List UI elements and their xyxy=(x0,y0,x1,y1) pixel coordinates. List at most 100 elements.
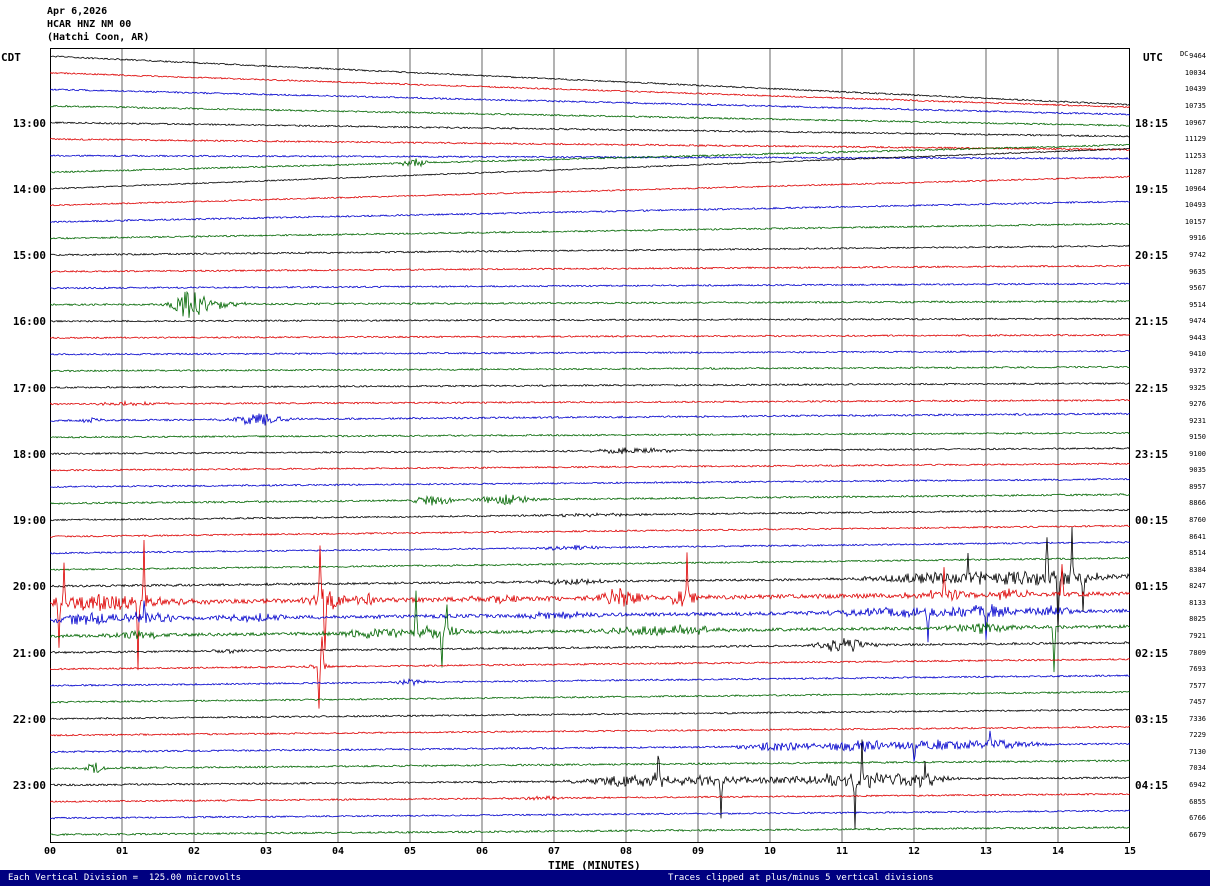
dc-value: 7577 xyxy=(1189,681,1206,690)
dc-value: 8514 xyxy=(1189,549,1206,558)
dc-value: 11129 xyxy=(1184,135,1206,144)
seismo-trace xyxy=(50,282,1130,290)
dc-value: 8957 xyxy=(1189,482,1206,491)
dc-value: 8760 xyxy=(1189,516,1206,525)
dc-value: 7034 xyxy=(1189,764,1206,773)
seismo-trace xyxy=(50,636,1130,709)
dc-value: 10157 xyxy=(1184,217,1206,226)
dc-value: 10967 xyxy=(1184,118,1206,127)
seismo-trace xyxy=(50,154,1130,160)
dc-value: 8247 xyxy=(1189,582,1206,591)
seismo-trace xyxy=(50,527,1130,633)
left-time-label: 17:00 xyxy=(12,381,46,395)
dc-value: 8133 xyxy=(1189,598,1206,607)
seismo-trace xyxy=(50,759,1130,773)
seismo-trace xyxy=(50,143,1130,174)
dc-value: 9443 xyxy=(1189,333,1206,342)
right-time-label: 23:15 xyxy=(1135,447,1169,461)
seismo-trace xyxy=(50,638,1130,655)
dc-value: 7693 xyxy=(1189,665,1206,674)
seismo-trace xyxy=(50,541,1130,555)
dc-value: 10735 xyxy=(1184,101,1206,110)
seismo-trace xyxy=(50,244,1130,257)
dc-value: 10493 xyxy=(1184,201,1206,210)
x-tick-label: 02 xyxy=(187,846,201,857)
seismo-trace xyxy=(50,398,1130,407)
seismo-trace xyxy=(50,365,1130,373)
seismo-trace xyxy=(50,349,1130,356)
seismo-trace xyxy=(50,290,1130,318)
x-tick-label: 09 xyxy=(691,846,705,857)
x-tick-label: 04 xyxy=(331,846,345,857)
dc-value: 9035 xyxy=(1189,466,1206,475)
seismo-trace xyxy=(50,730,1130,762)
right-time-label: 01:15 xyxy=(1135,580,1169,594)
dc-value: 9100 xyxy=(1189,449,1206,458)
x-tick-label: 12 xyxy=(907,846,921,857)
seismo-trace xyxy=(50,590,1130,673)
dc-value: 7809 xyxy=(1189,648,1206,657)
seismo-trace xyxy=(50,121,1130,138)
seismo-trace xyxy=(50,264,1130,273)
right-timezone-label: UTC xyxy=(1143,51,1163,64)
x-tick-label: 03 xyxy=(259,846,273,857)
dc-value: 9916 xyxy=(1189,234,1206,243)
x-tick-label: 08 xyxy=(619,846,633,857)
seismo-trace xyxy=(50,138,1130,151)
dc-value: 7921 xyxy=(1189,631,1206,640)
dc-value: 7229 xyxy=(1189,731,1206,740)
dc-value: 9474 xyxy=(1189,317,1206,326)
header-location: (Hatchi Coon, AR) xyxy=(47,32,150,43)
seismo-trace xyxy=(50,539,1130,671)
seismo-trace xyxy=(50,674,1130,687)
seismo-trace xyxy=(50,147,1130,190)
left-time-label: 16:00 xyxy=(12,315,46,329)
left-time-label: 21:00 xyxy=(12,646,46,660)
left-timezone-label: CDT xyxy=(1,51,21,64)
header-station: HCAR HNZ NM 00 xyxy=(47,19,132,30)
seismo-trace xyxy=(50,412,1130,426)
right-time-label: 04:15 xyxy=(1135,779,1169,793)
right-time-label: 00:15 xyxy=(1135,514,1169,528)
dc-value: 9567 xyxy=(1189,284,1206,293)
right-time-label: 19:15 xyxy=(1135,182,1169,196)
x-tick-label: 10 xyxy=(763,846,777,857)
dc-value: 9514 xyxy=(1189,300,1206,309)
left-time-label: 22:00 xyxy=(12,712,46,726)
left-time-label: 13:00 xyxy=(12,116,46,130)
dc-value: 9464 xyxy=(1189,52,1206,61)
x-tick-label: 11 xyxy=(835,846,849,857)
footer-clip-note: Traces clipped at plus/minus 5 vertical … xyxy=(668,873,934,883)
seismo-trace xyxy=(50,690,1130,704)
right-time-label: 18:15 xyxy=(1135,116,1169,130)
x-tick-label: 00 xyxy=(43,846,57,857)
seismo-trace xyxy=(50,792,1130,803)
seismo-trace xyxy=(50,739,1130,830)
dc-value: 7130 xyxy=(1189,747,1206,756)
seismo-trace xyxy=(50,725,1130,737)
x-tick-label: 05 xyxy=(403,846,417,857)
right-time-label: 03:15 xyxy=(1135,712,1169,726)
seismo-trace xyxy=(50,382,1130,389)
right-time-label: 21:15 xyxy=(1135,315,1169,329)
dc-value: 9150 xyxy=(1189,433,1206,442)
dc-value: 8025 xyxy=(1189,615,1206,624)
x-axis-title: TIME (MINUTES) xyxy=(548,859,641,872)
seismo-trace xyxy=(50,175,1130,207)
seismogram-plot xyxy=(50,48,1130,843)
seismo-trace xyxy=(50,462,1130,472)
seismo-trace xyxy=(50,104,1130,127)
seismo-trace xyxy=(50,524,1130,538)
x-tick-label: 15 xyxy=(1123,846,1137,857)
right-time-label: 22:15 xyxy=(1135,381,1169,395)
dc-value: 9276 xyxy=(1189,400,1206,409)
dc-value: 8641 xyxy=(1189,532,1206,541)
seismo-trace xyxy=(50,809,1130,820)
left-time-label: 23:00 xyxy=(12,779,46,793)
seismo-trace xyxy=(50,222,1130,240)
seismo-trace xyxy=(50,493,1130,506)
right-time-label: 20:15 xyxy=(1135,249,1169,263)
footer-bar: Each Vertical Division = 125.00 microvol… xyxy=(0,870,1210,886)
dc-value: 9635 xyxy=(1189,267,1206,276)
dc-value: 8384 xyxy=(1189,565,1206,574)
